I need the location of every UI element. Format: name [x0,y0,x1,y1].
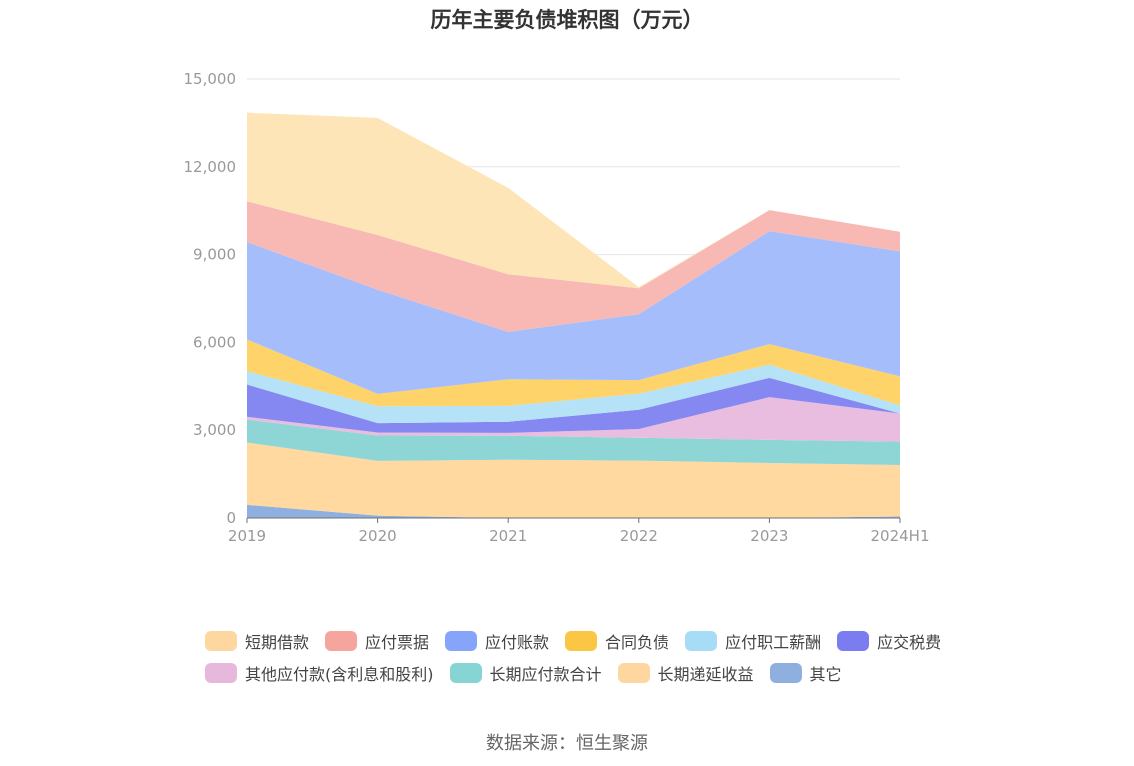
area-series [247,504,900,518]
legend-label: 应付票据 [365,633,430,652]
legend-swatch [837,631,870,651]
legend-label: 短期借款 [245,633,310,652]
legend-item-long-term-payables[interactable]: 长期应付款合计 [449,661,602,685]
area-series [247,112,900,289]
legend-label: 其他应付款(含利息和股利) [245,665,434,684]
legend-swatch [205,663,237,683]
legend-item-notes-payable[interactable]: 应付票据 [325,629,429,653]
x-tick-label: 2019 [228,527,266,545]
legend-item-short-term-loans[interactable]: 短期借款 [205,629,309,653]
area-series [247,377,900,433]
legend-swatch [685,631,718,651]
legend-label: 长期递延收益 [657,665,754,684]
legend-item-taxes-payable[interactable]: 应交税费 [837,629,941,653]
data-source-note: 数据来源：恒生聚源 [486,733,648,754]
x-tick-label: 2024H1 [871,527,930,545]
legend-item-deferred-income[interactable]: 长期递延收益 [617,661,754,685]
legend-item-employee-payables[interactable]: 应付职工薪酬 [685,629,821,653]
y-tick-label: 3,000 [193,421,236,439]
area-series [247,339,900,407]
legend-swatch [769,663,802,683]
legend-label: 合同负债 [605,633,670,652]
legend-item-other[interactable]: 其它 [769,661,842,685]
legend-label: 应付职工薪酬 [725,633,822,652]
legend-label: 应交税费 [877,633,942,652]
legend-swatch [325,631,358,651]
x-tick-label: 2021 [489,527,527,545]
y-tick-label: 15,000 [184,70,237,88]
legend-swatch [205,631,237,651]
area-series [247,419,900,466]
y-tick-label: 0 [226,509,236,527]
legend-label: 长期应付款合计 [489,665,602,684]
area-series [247,442,900,518]
y-tick-label: 12,000 [184,158,237,176]
legend-row-2: 其他应付款(含利息和股利) 长期应付款合计 长期递延收益 其它 [205,662,965,684]
legend-row-1: 短期借款 应付票据 应付账款 合同负债 应付职工薪酬 应交税费 [205,630,965,652]
chart-title: 历年主要负债堆积图（万元） [430,8,704,32]
area-series [247,201,900,332]
legend-item-contract-liabilities[interactable]: 合同负债 [565,629,669,653]
y-tick-label: 9,000 [193,246,236,264]
legend-swatch [565,631,598,651]
y-tick-label: 6,000 [193,333,236,351]
x-tick-label: 2020 [359,527,397,545]
area-series [247,397,900,442]
legend-swatch [445,631,478,651]
x-tick-label: 2023 [750,527,788,545]
legend-item-other-payables[interactable]: 其他应付款(含利息和股利) [205,661,434,685]
legend-swatch [449,663,482,683]
legend-item-accounts-payable[interactable]: 应付账款 [445,629,549,653]
stacked-area-chart: 0 3,000 6,000 9,000 12,000 15,000 2019 2020 2021… [184,70,930,545]
legend-swatch [617,663,650,683]
legend-label: 应付账款 [485,633,550,652]
area-series [247,231,900,394]
x-tick-label: 2022 [620,527,658,545]
chart-legend: 短期借款 应付票据 应付账款 合同负债 应付职工薪酬 应交税费 其他应付款(含利… [205,630,965,694]
area-series [247,364,900,424]
legend-label: 其它 [809,665,842,684]
